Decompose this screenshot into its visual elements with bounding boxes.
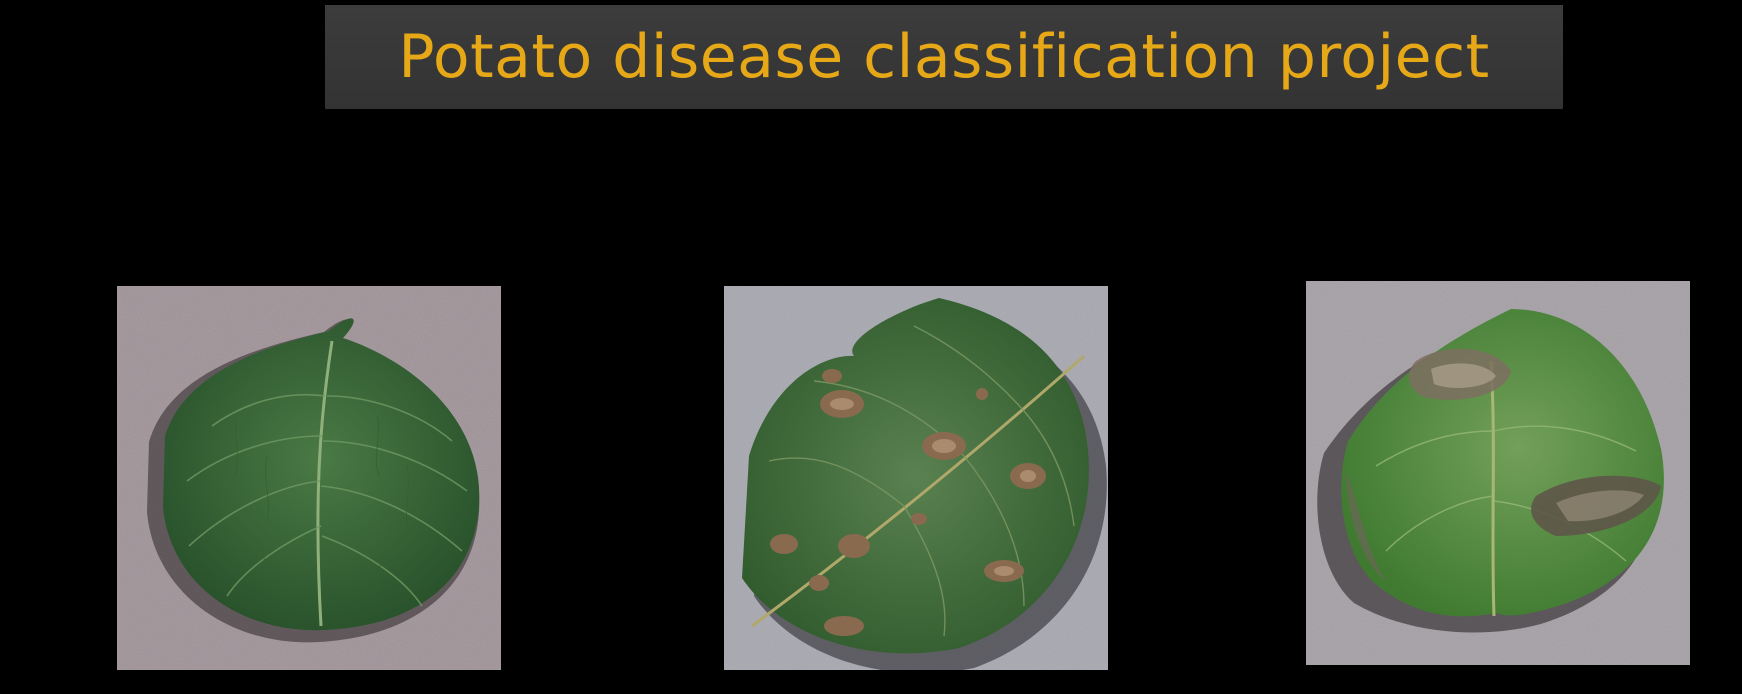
late-blight-leaf-photo (1306, 281, 1690, 665)
title-banner: Potato disease classification project (325, 5, 1563, 109)
slide-title: Potato disease classification project (398, 22, 1490, 92)
early-blight-leaf-photo (724, 286, 1108, 670)
healthy-leaf-photo (117, 286, 501, 670)
